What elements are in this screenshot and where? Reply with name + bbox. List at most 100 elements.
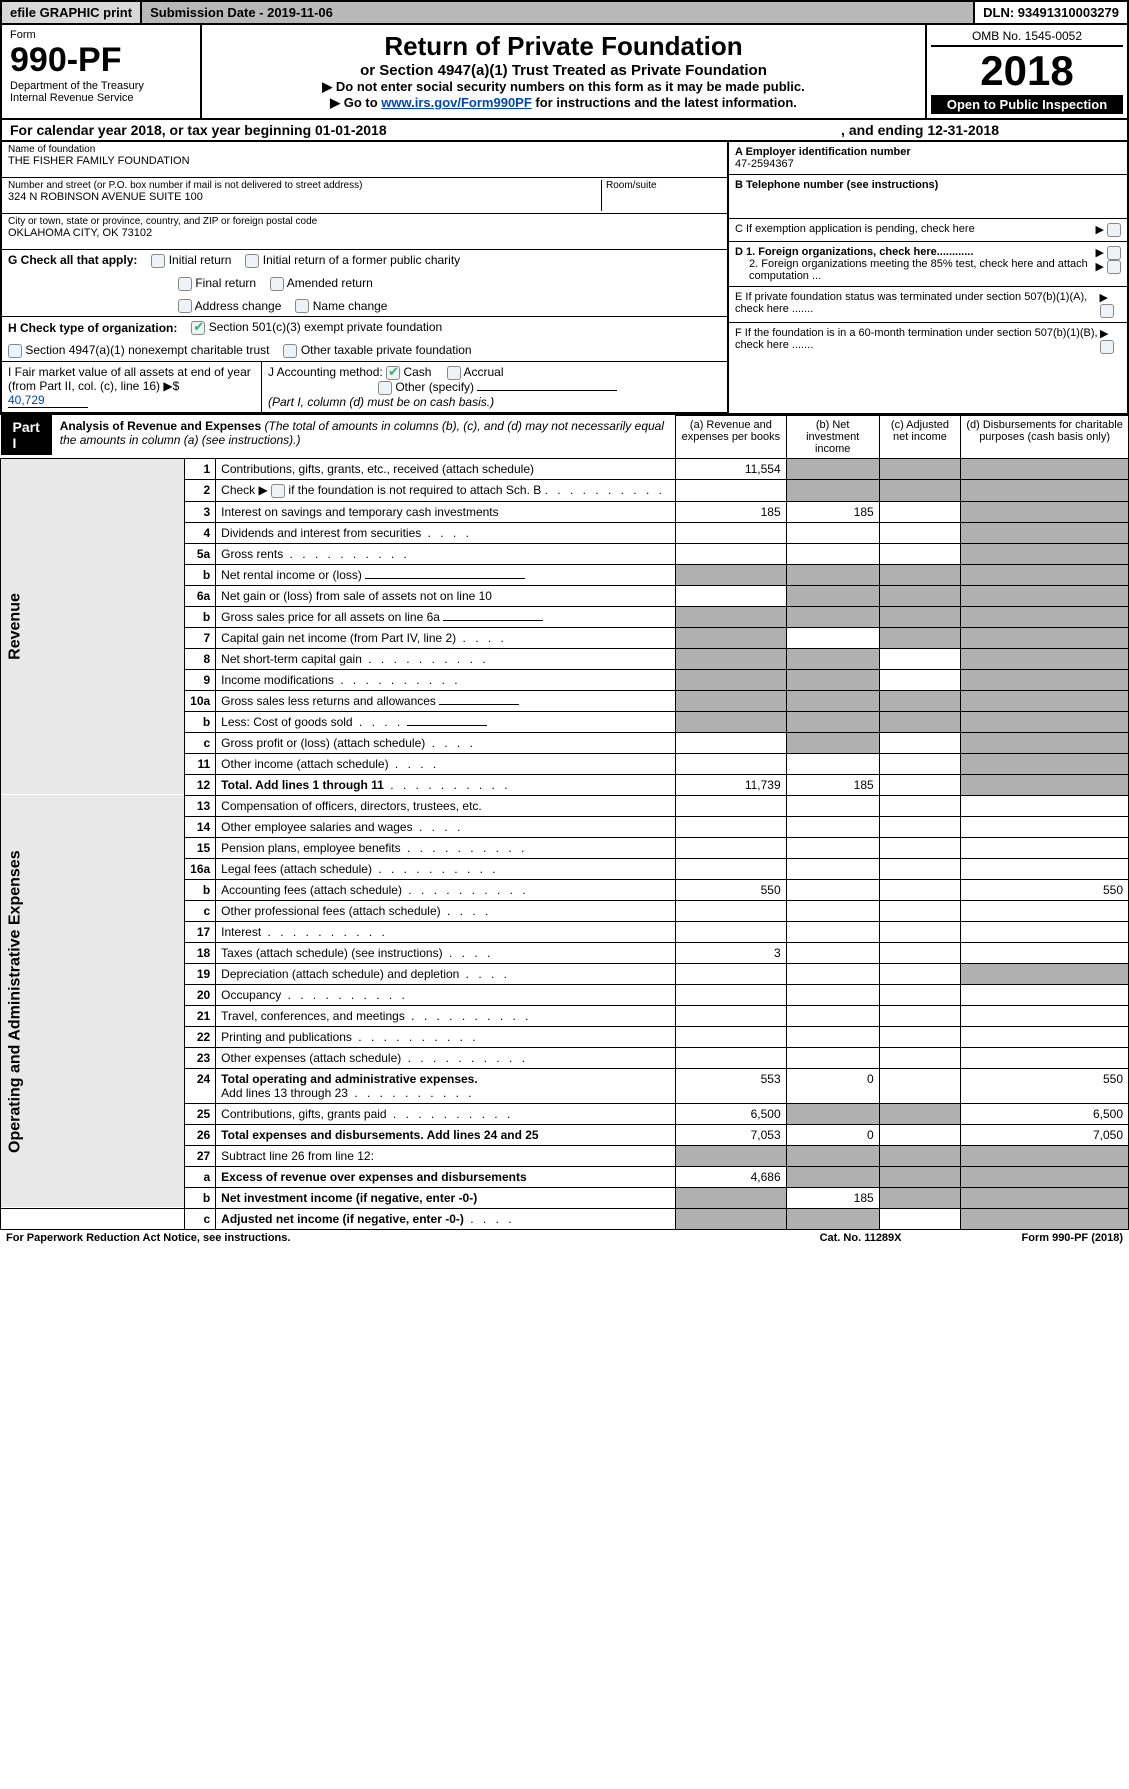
col-a-header: (a) Revenue and expenses per books: [676, 415, 786, 458]
goto-pre: ▶ Go to: [330, 95, 381, 110]
submission-date: Submission Date - 2019-11-06: [142, 2, 975, 23]
form-subtitle: or Section 4947(a)(1) Trust Treated as P…: [214, 62, 913, 79]
line8-desc: Net short-term capital gain: [216, 648, 676, 669]
line17-desc: Interest: [216, 921, 676, 942]
line5a-desc: Gross rents: [216, 543, 676, 564]
room-label: Room/suite: [606, 180, 721, 191]
final-return-cb[interactable]: [178, 277, 192, 291]
g-check-row: G Check all that apply: Initial return I…: [2, 250, 727, 317]
cash-label: Cash: [403, 365, 431, 379]
tax-year: 2018: [931, 47, 1123, 95]
form-footer: Form 990-PF (2018): [1022, 1232, 1123, 1244]
omb-number: OMB No. 1545-0052: [931, 29, 1123, 47]
initial-return-cb[interactable]: [151, 254, 165, 268]
form-title: Return of Private Foundation: [214, 31, 913, 62]
line5b-desc: Net rental income or (loss): [216, 564, 676, 585]
line27a-a: 4,686: [676, 1166, 786, 1187]
part1-table: Part I Analysis of Revenue and Expenses …: [0, 415, 1129, 1230]
line20-desc: Occupancy: [216, 984, 676, 1005]
address-change-label: Address change: [195, 299, 282, 313]
line6a-desc: Net gain or (loss) from sale of assets n…: [216, 585, 676, 606]
name-change-cb[interactable]: [295, 299, 309, 313]
line7-desc: Capital gain net income (from Part IV, l…: [216, 627, 676, 648]
g-label: G Check all that apply:: [8, 253, 137, 267]
501c3-cb[interactable]: [191, 321, 205, 335]
line26-d: 7,050: [961, 1124, 1129, 1145]
line27b-desc: Net investment income (if negative, ente…: [216, 1187, 676, 1208]
line9-desc: Income modifications: [216, 669, 676, 690]
line12-desc: Total. Add lines 1 through 11: [216, 774, 676, 795]
f-label: F If the foundation is in a 60-month ter…: [735, 327, 1100, 351]
address-label: Number and street (or P.O. box number if…: [8, 180, 601, 191]
final-return-label: Final return: [195, 276, 256, 290]
i-label: I Fair market value of all assets at end…: [8, 365, 251, 393]
address-value: 324 N ROBINSON AVENUE SUITE 100: [8, 191, 601, 203]
cash-basis-note: (Part I, column (d) must be on cash basi…: [268, 395, 494, 409]
line26-desc: Total expenses and disbursements. Add li…: [216, 1124, 676, 1145]
line27a-desc: Excess of revenue over expenses and disb…: [216, 1166, 676, 1187]
line3-a: 185: [676, 501, 786, 522]
line26-b: 0: [786, 1124, 879, 1145]
ssn-warning: ▶ Do not enter social security numbers o…: [214, 79, 913, 95]
line16b-desc: Accounting fees (attach schedule): [216, 879, 676, 900]
line6b-desc: Gross sales price for all assets on line…: [216, 606, 676, 627]
line25-desc: Contributions, gifts, grants paid: [216, 1103, 676, 1124]
d2-label: 2. Foreign organizations meeting the 85%…: [735, 258, 1095, 282]
amended-return-cb[interactable]: [270, 277, 284, 291]
line4-desc: Dividends and interest from securities: [216, 522, 676, 543]
501c3-label: Section 501(c)(3) exempt private foundat…: [209, 320, 442, 334]
line1-a: 11,554: [676, 458, 786, 479]
e-cb[interactable]: [1100, 304, 1114, 318]
line2-desc: Check ▶ if the foundation is not require…: [216, 479, 676, 501]
form-label: Form: [10, 29, 192, 41]
initial-former-label: Initial return of a former public charit…: [263, 253, 460, 267]
line27c-desc: Adjusted net income (if negative, enter …: [216, 1208, 676, 1229]
line24-d: 550: [961, 1068, 1129, 1103]
year-end: , and ending 12-31-2018: [841, 122, 999, 138]
line10c-desc: Gross profit or (loss) (attach schedule): [216, 732, 676, 753]
line22-desc: Printing and publications: [216, 1026, 676, 1047]
dept-treasury: Department of the Treasury: [10, 80, 192, 92]
line27b-b: 185: [786, 1187, 879, 1208]
foundation-name-label: Name of foundation: [8, 144, 721, 155]
4947-label: Section 4947(a)(1) nonexempt charitable …: [25, 343, 269, 357]
col-b-header: (b) Net investment income: [786, 415, 879, 458]
fmv-value: 40,729: [8, 393, 88, 408]
cash-cb[interactable]: [386, 366, 400, 380]
d1-cb[interactable]: [1107, 246, 1121, 260]
foundation-name: THE FISHER FAMILY FOUNDATION: [8, 155, 721, 167]
expenses-section-label: Operating and Administrative Expenses: [1, 795, 185, 1208]
accrual-cb[interactable]: [447, 366, 461, 380]
c-exemption-cb[interactable]: [1107, 223, 1121, 237]
line25-d: 6,500: [961, 1103, 1129, 1124]
line19-desc: Depreciation (attach schedule) and deple…: [216, 963, 676, 984]
4947-cb[interactable]: [8, 344, 22, 358]
irs-link[interactable]: www.irs.gov/Form990PF: [381, 95, 532, 110]
line27-desc: Subtract line 26 from line 12:: [216, 1145, 676, 1166]
form-number: 990-PF: [10, 41, 192, 80]
address-change-cb[interactable]: [178, 299, 192, 313]
cat-no: Cat. No. 11289X: [820, 1232, 902, 1244]
other-method-field[interactable]: [477, 390, 617, 391]
amended-return-label: Amended return: [287, 276, 373, 290]
other-taxable-cb[interactable]: [283, 344, 297, 358]
f-cb[interactable]: [1100, 340, 1114, 354]
dln-number: DLN: 93491310003279: [975, 2, 1127, 23]
line25-a: 6,500: [676, 1103, 786, 1124]
other-method-label: Other (specify): [395, 380, 474, 394]
initial-former-cb[interactable]: [245, 254, 259, 268]
d2-cb[interactable]: [1107, 260, 1121, 274]
schb-cb[interactable]: [271, 484, 285, 498]
line16a-desc: Legal fees (attach schedule): [216, 858, 676, 879]
line12-a: 11,739: [676, 774, 786, 795]
efile-label: efile GRAPHIC print: [2, 2, 142, 23]
j-label: J Accounting method:: [268, 365, 383, 379]
d1-label: D 1. Foreign organizations, check here..…: [735, 246, 973, 258]
footer: For Paperwork Reduction Act Notice, see …: [0, 1230, 1129, 1246]
line16c-desc: Other professional fees (attach schedule…: [216, 900, 676, 921]
other-method-cb[interactable]: [378, 381, 392, 395]
revenue-section-label: Revenue: [1, 458, 185, 795]
calendar-year-row: For calendar year 2018, or tax year begi…: [0, 120, 1129, 142]
part1-desc: Analysis of Revenue and Expenses (The to…: [52, 415, 675, 455]
h-label: H Check type of organization:: [8, 321, 177, 335]
